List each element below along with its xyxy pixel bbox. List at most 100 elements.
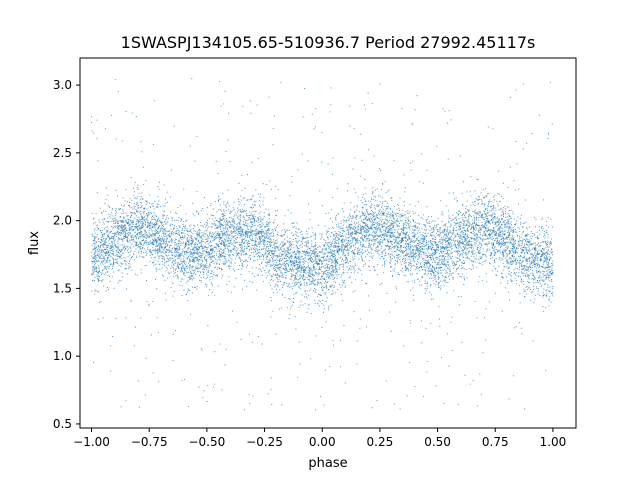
- data-point: [439, 230, 441, 232]
- data-point: [218, 237, 220, 239]
- data-point: [241, 259, 243, 261]
- data-point: [222, 227, 224, 229]
- data-point: [109, 275, 111, 277]
- data-point: [165, 242, 167, 244]
- data-point: [153, 235, 155, 237]
- data-point: [352, 168, 354, 170]
- data-point: [243, 234, 245, 236]
- data-point: [239, 222, 241, 224]
- data-point: [528, 278, 530, 280]
- data-point: [149, 242, 151, 244]
- data-point: [356, 215, 358, 217]
- data-point: [446, 241, 448, 243]
- data-point: [368, 214, 370, 216]
- data-point: [156, 268, 158, 270]
- data-point: [502, 209, 504, 211]
- data-point: [126, 250, 128, 252]
- data-point: [388, 231, 390, 233]
- data-point: [201, 349, 203, 351]
- data-point: [221, 232, 223, 234]
- data-point: [211, 275, 213, 277]
- data-point: [260, 211, 262, 213]
- data-point: [218, 234, 220, 236]
- data-point: [532, 255, 534, 257]
- data-point: [354, 232, 356, 234]
- data-point: [315, 279, 317, 281]
- data-point: [191, 252, 193, 254]
- data-point: [433, 251, 435, 253]
- data-point: [300, 269, 302, 271]
- data-point: [474, 209, 476, 211]
- data-point: [197, 259, 199, 261]
- data-point: [489, 252, 491, 254]
- data-point: [181, 230, 183, 232]
- data-point: [192, 277, 194, 279]
- data-point: [485, 235, 487, 237]
- data-point: [436, 145, 438, 147]
- data-point: [545, 258, 547, 260]
- data-point: [502, 216, 504, 218]
- data-point: [471, 251, 473, 253]
- data-point: [380, 210, 382, 212]
- data-point: [247, 231, 249, 233]
- data-point: [94, 236, 96, 238]
- data-point: [496, 217, 498, 219]
- data-point: [531, 256, 533, 258]
- data-point: [457, 260, 459, 262]
- data-point: [410, 252, 412, 254]
- data-point: [510, 280, 512, 282]
- data-point: [328, 268, 330, 270]
- data-point: [229, 221, 231, 223]
- data-point: [326, 259, 328, 261]
- data-point: [304, 296, 306, 298]
- data-point: [163, 257, 165, 259]
- data-point: [204, 265, 206, 267]
- data-point: [166, 236, 168, 238]
- data-point: [194, 238, 196, 240]
- data-point: [163, 249, 165, 251]
- data-point: [296, 235, 298, 237]
- data-point: [403, 232, 405, 234]
- data-point: [355, 218, 357, 220]
- data-point: [486, 209, 488, 211]
- data-point: [300, 243, 302, 245]
- data-point: [131, 214, 132, 216]
- data-point: [191, 292, 193, 294]
- data-point: [522, 83, 524, 85]
- data-point: [378, 220, 380, 222]
- data-point: [519, 238, 521, 240]
- data-point: [128, 265, 130, 267]
- data-point: [294, 226, 296, 228]
- data-point: [524, 245, 526, 247]
- data-point: [332, 290, 334, 292]
- data-point: [237, 226, 239, 228]
- data-point: [361, 234, 363, 236]
- data-point: [440, 247, 442, 249]
- data-point: [414, 205, 416, 207]
- data-point: [370, 210, 372, 211]
- data-point: [499, 221, 501, 223]
- data-point: [440, 227, 442, 229]
- data-point: [285, 254, 287, 256]
- data-point: [402, 247, 404, 249]
- data-point: [233, 227, 235, 229]
- data-point: [258, 242, 260, 244]
- data-point: [191, 240, 193, 242]
- data-point: [447, 256, 449, 258]
- data-point: [432, 267, 434, 269]
- data-point: [485, 339, 487, 341]
- data-point: [219, 222, 221, 224]
- data-point: [214, 351, 216, 353]
- data-point: [286, 229, 288, 231]
- data-point: [273, 256, 275, 258]
- data-point: [294, 278, 296, 280]
- data-point: [522, 247, 524, 249]
- data-point: [137, 233, 139, 235]
- data-point: [214, 267, 216, 269]
- data-point: [537, 253, 539, 255]
- data-point: [251, 244, 253, 246]
- data-point: [374, 227, 376, 229]
- data-point: [276, 265, 278, 266]
- data-point: [196, 285, 198, 287]
- data-point: [230, 266, 232, 268]
